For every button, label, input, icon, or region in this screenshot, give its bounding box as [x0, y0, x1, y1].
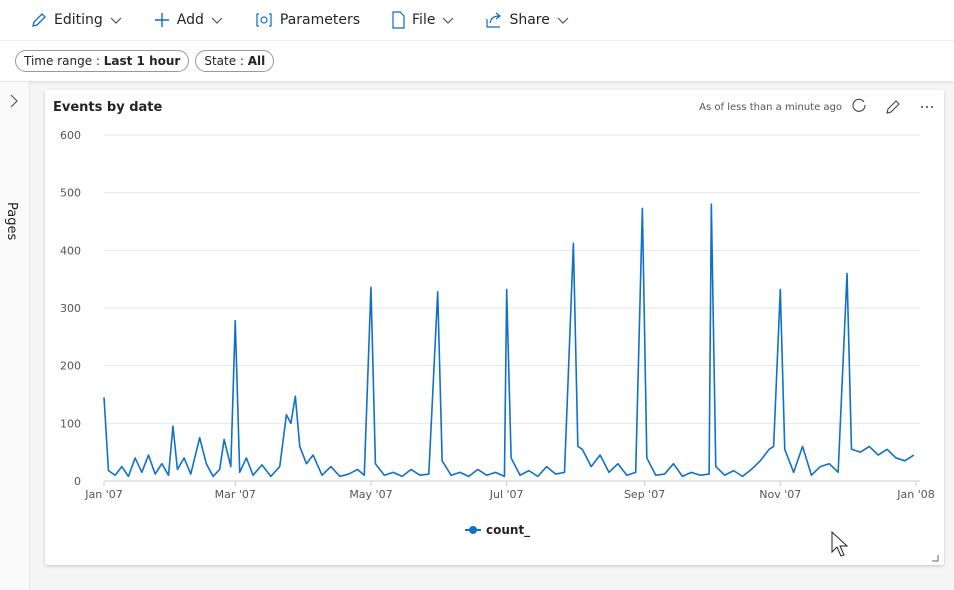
y-tick-label: 100	[60, 417, 81, 430]
add-button[interactable]: Add	[153, 11, 224, 29]
toolbar: Editing Add Parameters File Share	[0, 0, 954, 41]
filter-value: All	[247, 54, 266, 68]
label: File	[412, 12, 436, 28]
y-tick-label: 0	[74, 475, 81, 488]
share-button[interactable]: Share	[485, 11, 569, 29]
cursor	[831, 530, 849, 557]
filter-value: Last 1 hour	[103, 54, 181, 68]
chevron	[557, 17, 569, 24]
tile: Events by date As of less than a minute …	[45, 90, 944, 565]
y-tick-label: 300	[60, 302, 81, 315]
y-tick-label: 400	[60, 244, 81, 257]
expand-icon[interactable]	[0, 90, 29, 114]
chevron	[211, 17, 223, 24]
parameters-button[interactable]: Parameters	[254, 11, 360, 29]
x-tick-label: Jan '07	[84, 488, 122, 501]
editing-button[interactable]: Editing	[30, 11, 123, 29]
filter-label: State :	[204, 54, 248, 68]
share-icon	[486, 12, 502, 28]
state-filter[interactable]: State : All	[195, 50, 275, 72]
chevron	[443, 17, 454, 24]
add-icon	[154, 13, 169, 27]
x-tick-label: May '07	[349, 488, 392, 501]
line-series	[103, 203, 915, 478]
x-tick-label: Jan '08	[896, 488, 934, 501]
y-tick-label: 600	[60, 129, 81, 142]
filter-label: Time range :	[24, 54, 104, 68]
edit-icon	[32, 13, 46, 27]
tile-status: As of less than a minute ago	[699, 102, 842, 113]
label: Add	[176, 12, 204, 28]
resize-handle[interactable]	[932, 555, 939, 562]
time-range-filter[interactable]: Time range : Last 1 hour	[15, 50, 190, 72]
y-tick-label: 500	[60, 187, 81, 200]
x-tick-label: Nov '07	[759, 488, 801, 501]
legend-marker	[469, 526, 477, 534]
y-tick-label: 200	[60, 360, 81, 373]
legend-label: count_	[486, 523, 530, 538]
more-icon[interactable]	[921, 106, 933, 108]
x-tick-label: Jul '07	[489, 488, 524, 501]
label: Share	[509, 12, 550, 28]
x-tick-label: Mar '07	[215, 488, 256, 501]
edit-tile-icon[interactable]	[886, 100, 900, 114]
refresh-icon[interactable]	[852, 98, 866, 112]
parameters-icon	[256, 13, 272, 27]
chart: 0 100 200 300 400 500 600 Jan '07 Mar '07 May '07…	[60, 98, 939, 562]
file-icon	[392, 11, 405, 29]
filter-bar: Time range : Last 1 hour State : All	[0, 41, 954, 81]
x-tick-label: Sep '07	[624, 488, 665, 501]
label: Parameters	[279, 12, 361, 28]
chevron	[110, 17, 122, 24]
tile-title: Events by date	[53, 100, 163, 115]
label: Editing	[54, 12, 103, 28]
pages-label[interactable]: Pages	[4, 202, 19, 241]
file-button[interactable]: File	[390, 11, 455, 29]
pages-panel: Pages	[0, 82, 30, 590]
